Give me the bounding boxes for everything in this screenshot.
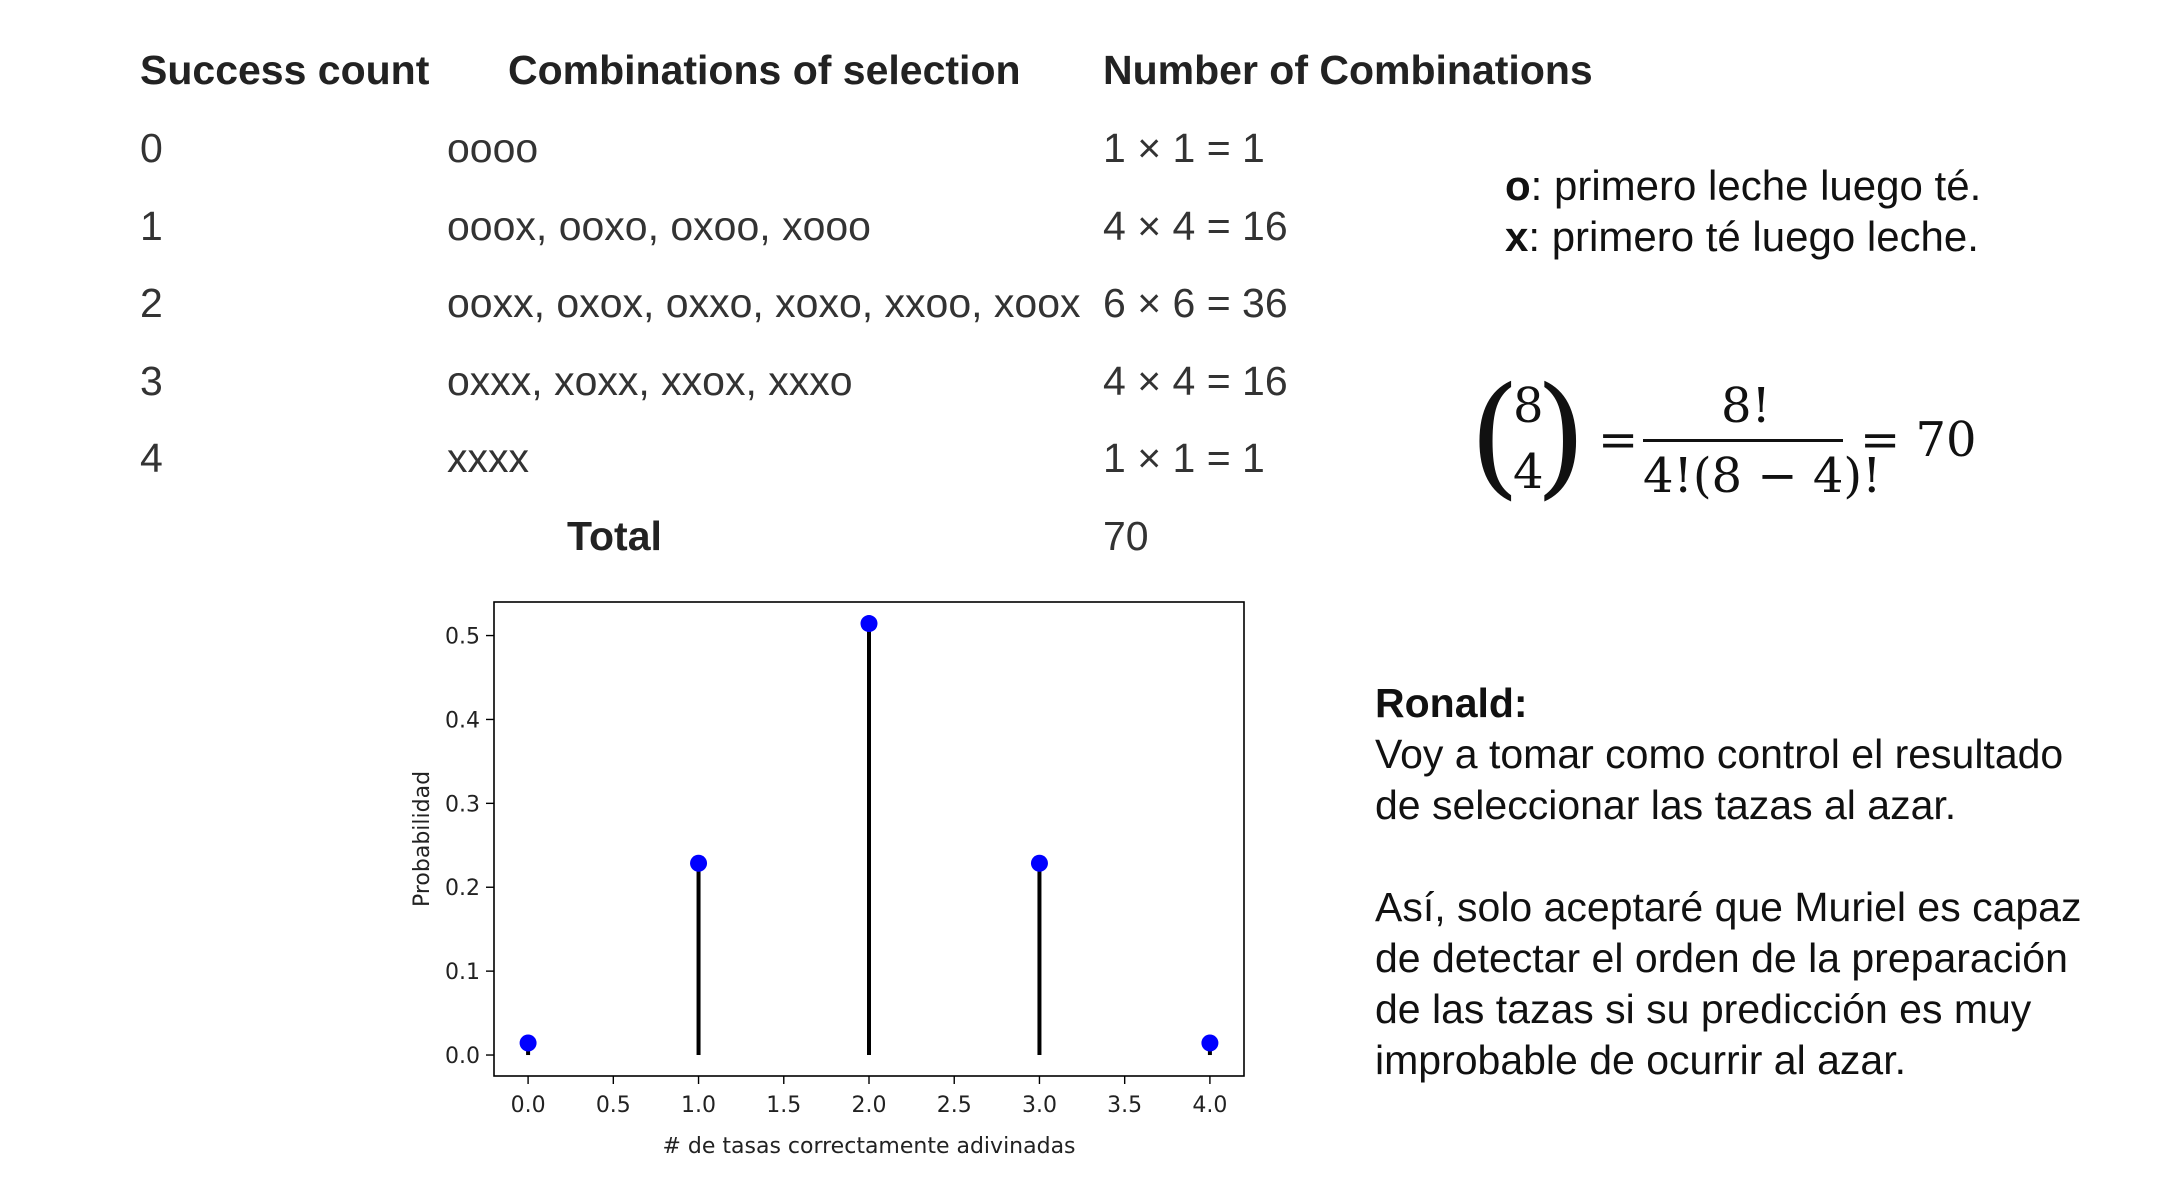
legend-x-text: : primero té luego leche. (1528, 213, 1979, 260)
row-2-number: 6 × 6 = 36 (1103, 280, 1288, 326)
x-axis: 0.0 0.5 1.0 1.5 2.0 2.5 3.0 3.5 4.0 (511, 1076, 1227, 1118)
marker-3 (1030, 854, 1048, 872)
legend-o-text: : primero leche luego té. (1530, 162, 1982, 209)
fraction-denominator: 4!(8 − 4)! (1643, 448, 1882, 504)
total-label: Total (567, 513, 662, 559)
row-4-count: 4 (140, 435, 163, 481)
x-tick-label: 1.5 (766, 1093, 801, 1118)
row-2-combos: ooxx, oxox, oxxo, xoxo, xxoo, xoox (447, 280, 1081, 326)
marker-1 (690, 854, 708, 872)
fraction-bar (1643, 439, 1843, 442)
row-0-count: 0 (140, 125, 163, 171)
note-line: Voy a tomar como control el resultado (1375, 731, 2064, 777)
row-1-number: 4 × 4 = 16 (1103, 203, 1288, 249)
y-tick-label: 0.4 (445, 708, 480, 733)
binomial-formula: ( 8 4 ) = 8! 4!(8 − 4)! = 70 (1469, 359, 1995, 515)
x-tick-label: 3.0 (1022, 1093, 1057, 1118)
paragraph-gap (1375, 831, 2082, 882)
binomial-k: 4 (1513, 444, 1544, 500)
note-line: improbable de ocurrir al azar. (1375, 1037, 1906, 1083)
header-number-combinations: Number of Combinations (1103, 47, 1593, 93)
x-tick-label: 3.5 (1107, 1093, 1142, 1118)
right-paren-icon: ) (1535, 359, 1587, 513)
x-tick-label: 0.0 (511, 1093, 546, 1118)
x-tick-label: 0.5 (596, 1093, 631, 1118)
header-success-count: Success count (140, 47, 430, 93)
y-tick-label: 0.1 (445, 960, 480, 985)
legend-x-symbol: x (1505, 213, 1529, 260)
y-axis: 0.0 0.1 0.2 0.3 0.4 0.5 (445, 625, 494, 1069)
total-value: 70 (1103, 513, 1149, 559)
binomial-n: 8 (1513, 378, 1544, 434)
row-2-count: 2 (140, 280, 163, 326)
row-1-combos: ooox, ooxo, oxoo, xooo (447, 203, 871, 249)
legend-x-line: x: primero té luego leche. (1505, 211, 1981, 262)
row-4-number: 1 × 1 = 1 (1103, 435, 1265, 481)
y-axis-label: Probabilidad (410, 771, 435, 907)
row-0-combos: oooo (447, 125, 539, 171)
legend-o-symbol: o (1505, 162, 1531, 209)
stems (526, 623, 1212, 1056)
x-tick-label: 2.5 (937, 1093, 972, 1118)
legend-o-line: o: primero leche luego té. (1505, 160, 1981, 211)
row-1-count: 1 (140, 203, 163, 249)
combinations-table: Success count Combinations of selection … (140, 40, 1620, 570)
note-line: de las tazas si su predicción es muy (1375, 986, 2032, 1032)
y-tick-label: 0.5 (445, 625, 480, 650)
row-3-combos: oxxx, xoxx, xxox, xxxo (447, 358, 853, 404)
marker-4 (1201, 1034, 1219, 1052)
x-tick-label: 1.0 (681, 1093, 716, 1118)
fraction-numerator: 8! (1721, 378, 1771, 434)
header-combinations: Combinations of selection (508, 47, 1021, 93)
row-4-combos: xxxx (447, 435, 529, 481)
row-3-number: 4 × 4 = 16 (1103, 358, 1288, 404)
note-line: Así, solo aceptaré que Muriel es capaz (1375, 884, 2082, 930)
marker-0 (519, 1034, 537, 1052)
y-tick-label: 0.2 (445, 876, 480, 901)
note-line: de detectar el orden de la preparación (1375, 935, 2068, 981)
row-3-count: 3 (140, 358, 163, 404)
symbol-legend: o: primero leche luego té. x: primero té… (1505, 160, 1981, 262)
note-line: de seleccionar las tazas al azar. (1375, 782, 1957, 828)
x-tick-label: 4.0 (1192, 1093, 1227, 1118)
probability-stem-chart: 0.0 0.1 0.2 0.3 0.4 0.5 0.0 0.5 1.0 1.5 2.0 2.5 3.0… (410, 601, 1245, 1159)
y-tick-label: 0.0 (445, 1044, 480, 1069)
note-title: Ronald: (1375, 680, 1528, 726)
left-paren-icon: ( (1469, 359, 1521, 513)
markers (519, 615, 1219, 1052)
formula-result: = 70 (1860, 412, 1977, 468)
x-axis-label: # de tasas correctamente adivinadas (662, 1134, 1075, 1159)
marker-2 (860, 615, 878, 633)
equals-sign: = (1598, 412, 1639, 468)
y-tick-label: 0.3 (445, 792, 480, 817)
row-0-number: 1 × 1 = 1 (1103, 125, 1265, 171)
x-tick-label: 2.0 (852, 1093, 887, 1118)
ronald-note: Ronald: Voy a tomar como control el resu… (1375, 678, 2082, 1086)
